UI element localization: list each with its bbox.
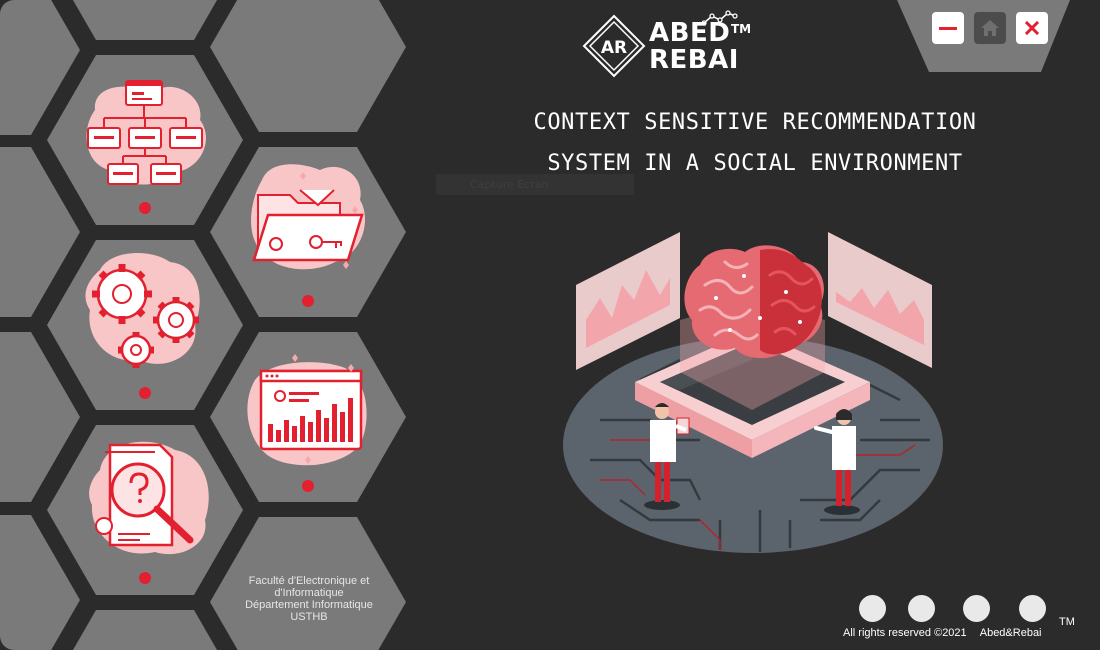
folder-icon bbox=[251, 164, 366, 270]
footer-copyright: All rights reserved ©2021 bbox=[843, 627, 967, 639]
hex-tile bbox=[47, 610, 243, 650]
social-link-1[interactable] bbox=[859, 595, 886, 622]
nav-question[interactable] bbox=[75, 440, 215, 580]
nav-folder[interactable] bbox=[238, 160, 378, 305]
window-controls bbox=[0, 0, 1100, 80]
nav-indicator-dot bbox=[139, 202, 151, 214]
page-title-line1: CONTEXT SENSITIVE RECOMMENDATION bbox=[533, 110, 977, 135]
close-button[interactable] bbox=[1016, 12, 1048, 44]
page-title: CONTEXT SENSITIVE RECOMMENDATION SYSTEM … bbox=[500, 102, 1010, 184]
minimize-icon bbox=[939, 27, 957, 30]
nav-dashboard[interactable] bbox=[238, 345, 378, 490]
logo-wordmark: ABED REBAI bbox=[649, 20, 739, 74]
faculty-line2: d'Informatique bbox=[274, 587, 344, 599]
hierarchy-icon bbox=[86, 80, 206, 185]
brain-platform-illustration bbox=[563, 232, 943, 553]
nav-hierarchy[interactable] bbox=[75, 70, 215, 210]
faculty-info: Faculté d'Electronique et d'Informatique… bbox=[228, 575, 390, 623]
footer-brand: Abed&Rebai bbox=[979, 627, 1042, 639]
page-title-line2: SYSTEM IN A SOCIAL ENVIRONMENT bbox=[547, 151, 963, 176]
gears-icon bbox=[85, 252, 200, 368]
dashboard-chart-icon bbox=[247, 354, 367, 466]
logo-monogram: AR bbox=[601, 38, 627, 58]
social-link-2[interactable] bbox=[908, 595, 935, 622]
logo-diamond-icon: AR bbox=[582, 14, 646, 78]
social-link-3[interactable] bbox=[963, 595, 990, 622]
logo: AR ABED REBAI TM bbox=[582, 10, 752, 86]
home-button[interactable] bbox=[974, 12, 1006, 44]
close-icon bbox=[1024, 20, 1040, 36]
nav-indicator-dot bbox=[139, 572, 151, 584]
caption-box: Capture Ecran bbox=[436, 174, 634, 195]
nav-indicator-dot bbox=[302, 480, 314, 492]
logo-line2: REBAI bbox=[649, 45, 739, 75]
nav-indicator-dot bbox=[302, 295, 314, 307]
question-search-icon bbox=[89, 441, 209, 555]
logo-tm: TM bbox=[731, 22, 752, 36]
minimize-button[interactable] bbox=[932, 12, 964, 44]
faculty-line4: USTHB bbox=[290, 611, 328, 623]
logo-trend-icon bbox=[702, 10, 738, 26]
footer: All rights reserved ©2021 Abed&Rebai bbox=[843, 627, 1042, 639]
logo-line1: ABED bbox=[649, 18, 731, 48]
social-link-4[interactable] bbox=[1019, 595, 1046, 622]
footer-tm: TM bbox=[1059, 616, 1075, 628]
home-icon bbox=[981, 20, 999, 36]
faculty-line1: Faculté d'Electronique et bbox=[248, 575, 370, 587]
nav-gears[interactable] bbox=[75, 255, 215, 395]
faculty-line3: Département Informatique bbox=[245, 599, 373, 611]
nav-indicator-dot bbox=[139, 387, 151, 399]
